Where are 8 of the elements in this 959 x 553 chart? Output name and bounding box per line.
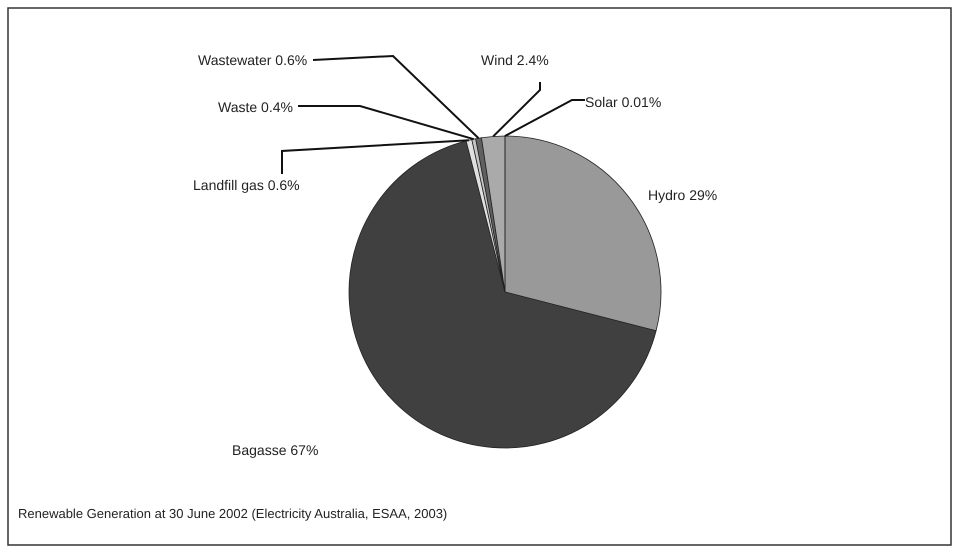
slice-label: Wind 2.4% xyxy=(481,52,549,68)
slice-label: Hydro 29% xyxy=(648,187,718,203)
slice-label: Bagasse 67% xyxy=(232,442,318,458)
slice-label: Waste 0.4% xyxy=(218,99,293,115)
slice-label: Solar 0.01% xyxy=(585,94,662,110)
text: Renewable Generation at 30 June 2002 (Electricity Australia, ESAA, 2003) xyxy=(18,506,448,521)
slice-label: Wastewater 0.6% xyxy=(198,52,308,68)
slice-label: Landfill gas 0.6% xyxy=(193,177,300,193)
